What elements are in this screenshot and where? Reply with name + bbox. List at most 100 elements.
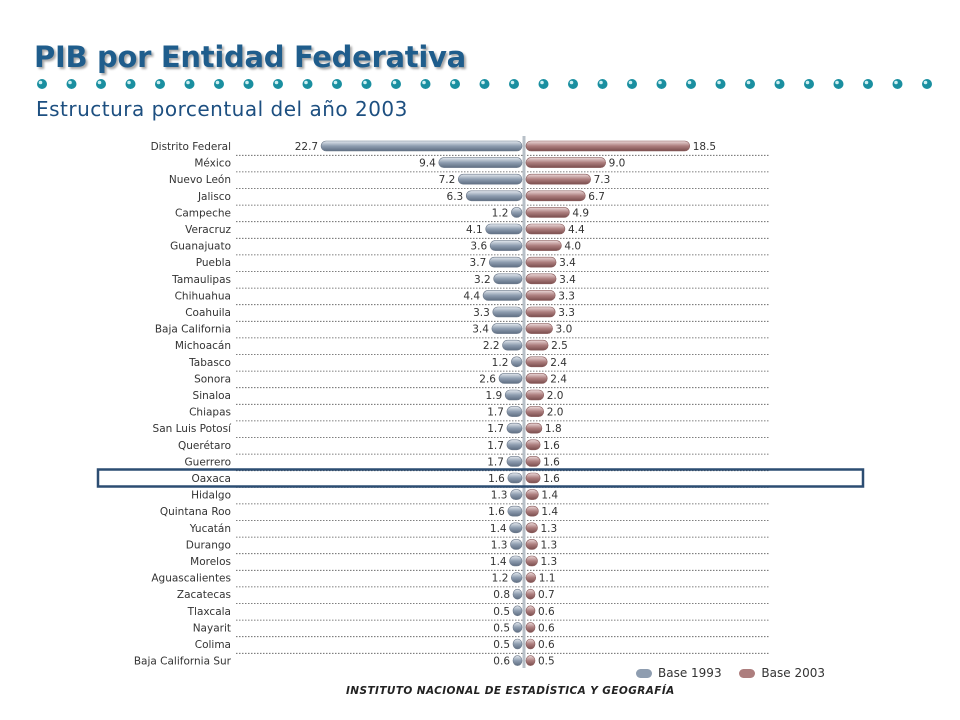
bar-base-1993 <box>512 622 523 633</box>
bar-base-1993 <box>510 489 523 500</box>
data-label-base-1993: 3.7 <box>470 257 487 269</box>
data-label-base-2003: 4.9 <box>572 207 589 219</box>
data-label-base-1993: 22.7 <box>295 141 318 153</box>
bar-base-2003 <box>525 389 545 401</box>
data-label-base-2003: 1.4 <box>541 490 558 502</box>
bar-base-1993 <box>457 173 523 185</box>
data-label-base-1993: 1.4 <box>490 556 507 568</box>
data-label-base-2003: 0.6 <box>538 622 555 634</box>
data-label-base-2003: 1.3 <box>541 523 558 535</box>
bar-base-1993 <box>506 439 523 451</box>
decorative-dot-highlight <box>835 80 839 85</box>
category-label: Chiapas <box>189 407 231 419</box>
data-label-base-2003: 18.5 <box>693 141 716 153</box>
decorative-dot-highlight <box>481 80 485 85</box>
bar-base-1993 <box>511 207 523 218</box>
category-label: Guerrero <box>185 456 231 468</box>
data-label-base-1993: 1.9 <box>485 390 502 402</box>
data-label-base-2003: 1.3 <box>541 556 558 568</box>
data-label-base-2003: 3.4 <box>559 274 576 286</box>
decorative-dot-highlight <box>38 80 43 85</box>
data-label-base-1993: 1.7 <box>487 423 504 435</box>
data-label-base-2003: 2.0 <box>547 390 564 402</box>
decorative-dot-highlight <box>274 80 279 85</box>
data-label-base-1993: 1.6 <box>488 506 505 518</box>
category-label: Quintana Roo <box>160 506 231 518</box>
bar-base-1993 <box>512 638 523 650</box>
bar-base-2003 <box>525 472 541 484</box>
data-label-base-2003: 4.4 <box>568 224 585 236</box>
decorative-dot-highlight <box>97 80 102 85</box>
data-label-base-1993: 1.7 <box>487 407 504 419</box>
legend-item-base-1993: Base 1993 <box>636 666 722 680</box>
decorative-dot-highlight <box>864 80 869 85</box>
category-label: Michoacán <box>175 340 231 352</box>
data-label-base-2003: 1.4 <box>541 506 558 518</box>
data-label-base-2003: 1.1 <box>539 573 556 585</box>
decorative-dot-highlight <box>392 80 397 85</box>
data-label-base-1993: 1.6 <box>488 473 505 485</box>
decorative-dot-highlight <box>776 80 780 85</box>
data-label-base-1993: 2.2 <box>483 340 500 352</box>
chart-subtitle: Estructura porcentual del año 2003 <box>36 97 408 121</box>
data-label-base-2003: 3.0 <box>556 324 573 336</box>
data-label-base-1993: 9.4 <box>419 158 436 170</box>
data-label-base-1993: 3.4 <box>472 324 489 336</box>
data-label-base-1993: 1.3 <box>491 490 508 502</box>
bar-base-1993 <box>492 306 523 318</box>
bar-base-1993 <box>511 572 523 583</box>
data-label-base-2003: 1.8 <box>545 423 562 435</box>
data-label-base-2003: 3.4 <box>559 257 576 269</box>
category-label: Morelos <box>190 556 231 568</box>
bar-base-2003 <box>525 323 553 334</box>
category-label: Colima <box>195 639 231 651</box>
decorative-dot-highlight <box>304 80 308 85</box>
decorative-dot-highlight <box>540 80 544 85</box>
legend-label-base-2003: Base 2003 <box>761 666 825 680</box>
bar-base-1993 <box>510 539 523 550</box>
data-label-base-2003: 4.0 <box>564 241 581 253</box>
category-label: Distrito Federal <box>151 141 231 153</box>
data-label-base-2003: 9.0 <box>609 158 626 170</box>
bar-base-2003 <box>525 140 691 152</box>
category-label: Durango <box>186 539 231 551</box>
bar-base-2003 <box>525 256 557 268</box>
data-label-base-2003: 6.7 <box>588 191 605 203</box>
legend-swatch-base-2003 <box>739 668 756 678</box>
bar-base-1993 <box>509 522 523 534</box>
bar-base-2003 <box>525 572 537 583</box>
bar-base-1993 <box>506 406 523 417</box>
category-label: Chihuahua <box>175 290 231 302</box>
bar-base-1993 <box>488 256 523 268</box>
bar-base-2003 <box>525 422 543 434</box>
decorative-dot-highlight <box>569 80 574 85</box>
category-label: Hidalgo <box>191 490 231 502</box>
data-label-base-1993: 3.3 <box>473 307 490 319</box>
data-label-base-1993: 1.2 <box>492 357 509 369</box>
category-label: Jalisco <box>197 191 231 203</box>
decorative-dot-row <box>37 79 932 89</box>
bar-base-2003 <box>525 505 539 517</box>
data-label-base-1993: 0.5 <box>493 639 510 651</box>
highlight-box <box>96 468 865 488</box>
bar-base-1993 <box>465 190 523 202</box>
data-label-base-2003: 2.4 <box>550 357 567 369</box>
decorative-dot-highlight <box>215 80 220 85</box>
data-label-base-1993: 4.4 <box>463 290 480 302</box>
bar-base-1993 <box>512 655 523 666</box>
data-label-base-1993: 1.4 <box>490 523 507 535</box>
bar-base-1993 <box>482 290 523 301</box>
legend-item-base-2003: Base 2003 <box>739 666 825 680</box>
bar-base-2003 <box>525 638 536 650</box>
data-label-base-1993: 1.7 <box>487 440 504 452</box>
category-label: México <box>194 158 231 170</box>
bar-base-1993 <box>502 339 523 351</box>
category-label: Nayarit <box>193 622 231 634</box>
data-label-base-2003: 0.6 <box>538 606 555 618</box>
data-label-base-1993: 1.2 <box>492 573 509 585</box>
bar-base-1993 <box>491 323 523 334</box>
data-label-base-1993: 1.7 <box>487 456 504 468</box>
bar-base-1993 <box>320 140 523 152</box>
bar-base-2003 <box>525 439 541 451</box>
